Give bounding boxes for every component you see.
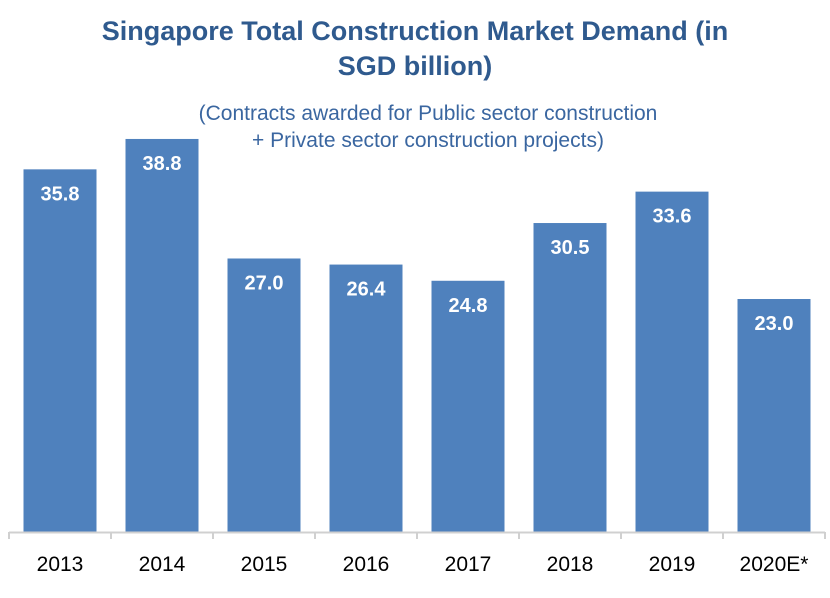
data-label: 26.4 [347,279,387,301]
data-label: 27.0 [245,272,284,294]
bar [533,223,607,532]
data-label: 30.5 [551,237,590,259]
bar [431,280,505,532]
bar [23,169,97,532]
title-line-1: Singapore Total Construction Market Dema… [101,16,729,46]
data-label: 35.8 [41,183,80,205]
data-label: 23.0 [755,313,794,335]
chart-subtitle: (Contracts awarded for Public sector con… [0,100,830,154]
x-tick-label: 2018 [547,553,594,576]
data-label: 33.6 [653,206,692,228]
subtitle-line-1: (Contracts awarded for Public sector con… [198,102,658,125]
x-tick-label: 2020E* [740,553,809,576]
subtitle-line-2: + Private sector construction projects) [252,129,604,152]
x-tick-label: 2014 [139,553,186,576]
bar [737,299,811,532]
bar [125,138,199,532]
x-tick-label: 2019 [649,553,696,576]
x-tick-label: 2013 [37,553,84,576]
bar [329,264,403,532]
bar [227,258,301,532]
x-tick-label: 2017 [445,553,492,576]
x-tick-label: 2016 [343,553,390,576]
data-label: 38.8 [143,153,182,175]
x-tick-label: 2015 [241,553,288,576]
title-line-2: SGD billion) [337,51,493,81]
chart-title: Singapore Total Construction Market Dema… [0,14,830,84]
bar [635,191,709,532]
data-label: 24.8 [449,295,488,317]
